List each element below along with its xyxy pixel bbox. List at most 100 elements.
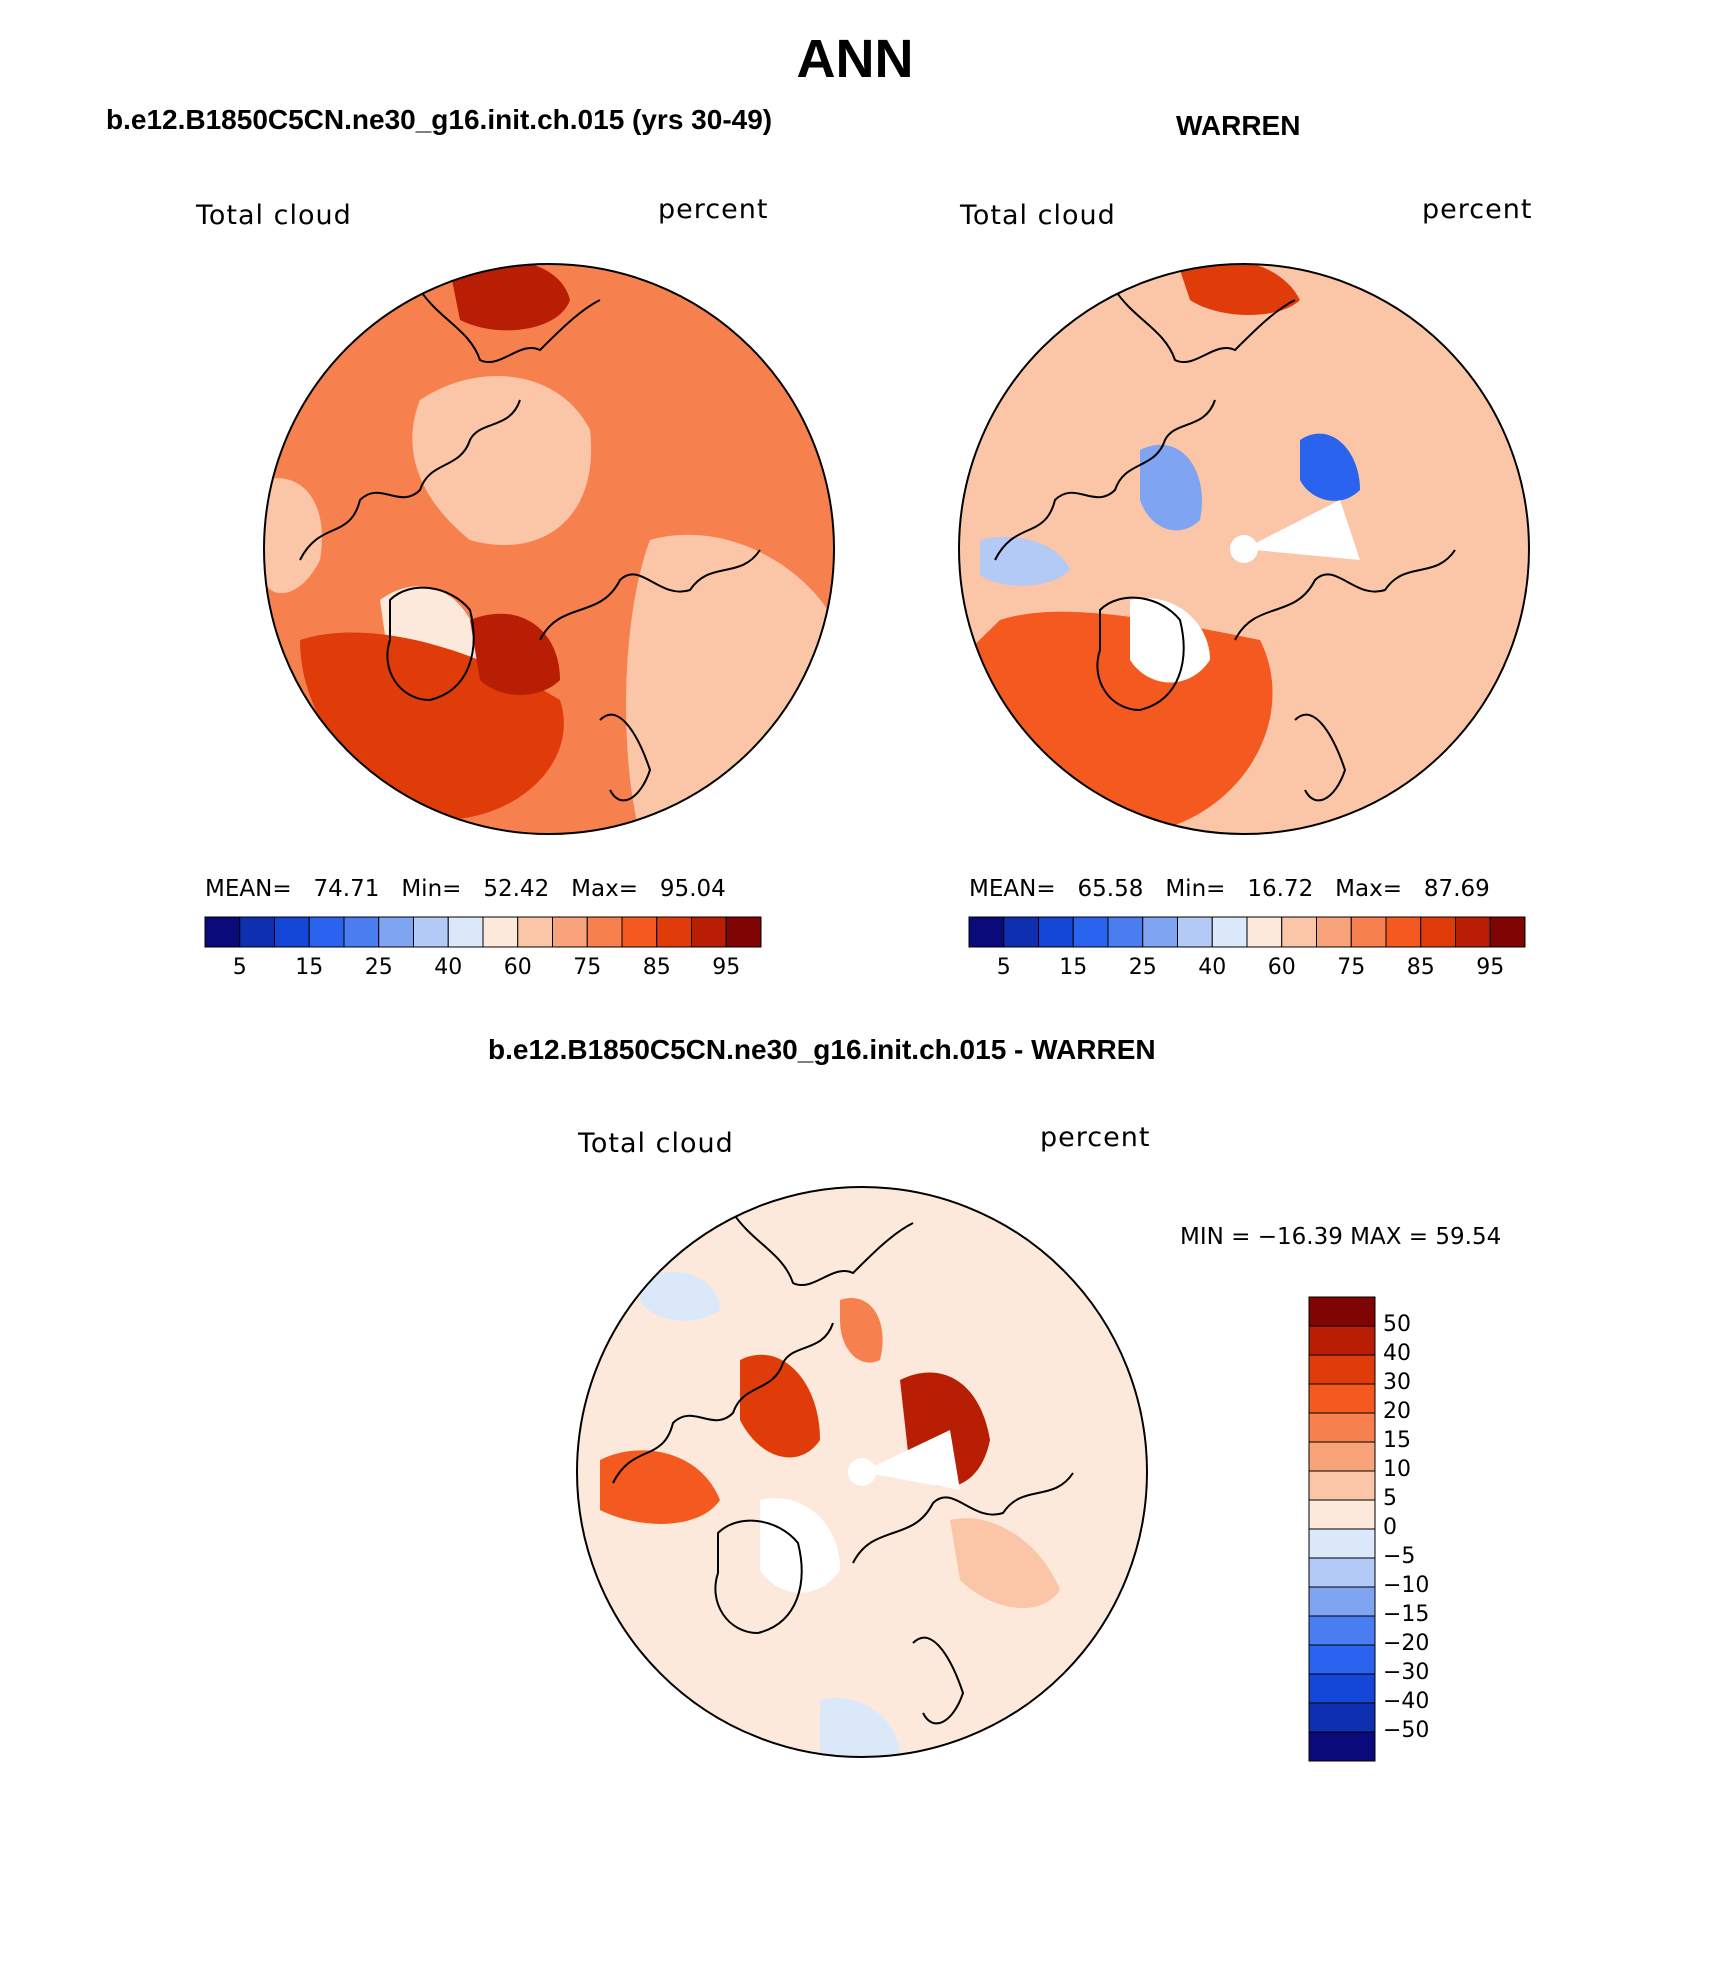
right-coast-scandinavia (1294, 713, 1347, 802)
left-coast-eurasia (539, 549, 761, 641)
left-mean-value: 74.71 (313, 876, 380, 902)
right-min-label: Min= (1165, 876, 1226, 902)
left-colorbar-swatch (343, 916, 380, 948)
right-field-canada-low (1140, 444, 1202, 531)
bottom-colorbar-swatch (1308, 1325, 1376, 1356)
left-field-alaska-low (264, 478, 322, 594)
bottom-units-label: percent (1040, 1122, 1151, 1153)
left-colorbar-swatch (656, 916, 692, 948)
bottom-map-outline (576, 1186, 1148, 1758)
right-colorbar-swatch (1385, 916, 1422, 948)
right-colorbar-swatch (1350, 916, 1387, 948)
left-field-norwegian-peak (470, 613, 560, 695)
right-colorbar (968, 916, 1526, 948)
right-colorbar-tick-label: 85 (1406, 955, 1435, 980)
left-colorbar-swatch (274, 916, 310, 948)
left-colorbar-swatch (239, 916, 275, 948)
right-field-siberia-peak (1180, 264, 1300, 315)
right-polar-map (958, 263, 1530, 835)
left-colorbar-swatch (552, 916, 588, 948)
bottom-colorbar-swatch (1308, 1586, 1376, 1617)
right-coast-greenland (1096, 596, 1185, 712)
bottom-field-pacific-low (640, 1271, 720, 1321)
left-polar-map (263, 263, 835, 835)
bottom-field-pole-hole (848, 1458, 876, 1486)
bottom-colorbar-swatch (1308, 1673, 1376, 1704)
bottom-colorbar-tick-label: −30 (1383, 1660, 1430, 1685)
left-coast-scandinavia (599, 713, 652, 802)
bottom-colorbar-tick-label: 30 (1383, 1370, 1411, 1395)
right-colorbar-tick-label: 95 (1476, 955, 1505, 980)
left-coast-siberia (419, 289, 601, 363)
left-colorbar-tick-label: 85 (642, 955, 671, 980)
left-colorbar-tick-label: 75 (573, 955, 602, 980)
bottom-coast-siberia (732, 1212, 914, 1286)
bottom-colorbar-swatch (1308, 1615, 1376, 1646)
bottom-colorbar-swatch (1308, 1441, 1376, 1472)
bottom-colorbar (1308, 1296, 1376, 1762)
right-units-label: percent (1422, 194, 1533, 225)
left-stats: MEAN= 74.71 Min= 52.42 Max= 95.04 (205, 876, 726, 902)
left-colorbar-tick-label: 40 (434, 955, 463, 980)
right-colorbar-swatch (1107, 916, 1144, 948)
left-colorbar-swatch (691, 916, 727, 948)
left-map-outline (263, 263, 835, 835)
bottom-colorbar-tick-label: −40 (1383, 1689, 1430, 1714)
right-mean-value: 65.58 (1077, 876, 1144, 902)
left-colorbar-swatch (586, 916, 623, 948)
left-colorbar-swatch (413, 916, 449, 948)
right-colorbar-swatch (1038, 916, 1074, 948)
bottom-colorbar-swatch (1308, 1296, 1376, 1327)
right-coast-canada (994, 399, 1216, 561)
left-colorbar-swatch (308, 916, 345, 948)
left-max-label: Max= (571, 876, 638, 902)
left-field-arctic-ocean (412, 376, 592, 546)
bottom-field-north-high (840, 1298, 883, 1363)
right-colorbar-swatch (1142, 916, 1178, 948)
left-field-siberia-peak (450, 264, 570, 331)
panel-bottom-title: b.e12.B1850C5CN.ne30_g16.init.ch.015 - W… (488, 1034, 1156, 1065)
bottom-field-canada-high (740, 1354, 820, 1458)
right-map-outline (958, 263, 1530, 835)
bottom-colorbar-tick-label: 5 (1383, 1486, 1397, 1511)
panel-right-title: WARREN (1176, 110, 1301, 141)
right-colorbar-tick-label: 25 (1128, 955, 1157, 980)
bottom-field-greenland-missing (760, 1498, 840, 1593)
left-colorbar-tick-label: 15 (295, 955, 324, 980)
bottom-colorbar-swatch (1308, 1731, 1376, 1762)
right-variable-label: Total cloud (960, 200, 1116, 231)
right-colorbar-swatch (968, 916, 1005, 948)
left-colorbar-swatch (204, 916, 241, 948)
bottom-colorbar-tick-label: 15 (1383, 1428, 1411, 1453)
left-min-label: Min= (401, 876, 462, 902)
left-colorbar (204, 916, 762, 948)
bottom-colorbar-tick-label: 40 (1383, 1341, 1411, 1366)
bottom-colorbar-tick-label: 20 (1383, 1399, 1411, 1424)
right-colorbar-swatch (1246, 916, 1283, 948)
bottom-colorbar-swatch (1308, 1383, 1376, 1414)
left-coast-canada (299, 399, 521, 561)
bottom-colorbar-swatch (1308, 1354, 1376, 1385)
bottom-polar-map (576, 1186, 1148, 1758)
bottom-colorbar-swatch (1308, 1528, 1376, 1559)
right-max-value: 87.69 (1423, 876, 1490, 902)
left-coastlines (299, 289, 761, 802)
left-mean-label: MEAN= (205, 876, 292, 902)
right-stats: MEAN= 65.58 Min= 16.72 Max= 87.69 (969, 876, 1490, 902)
bottom-colorbar-swatch (1308, 1412, 1376, 1443)
right-coast-siberia (1114, 289, 1296, 363)
left-colorbar-swatch (378, 916, 414, 948)
left-colorbar-swatch (517, 916, 553, 948)
bottom-map-fields (600, 1271, 1060, 1757)
right-field-greenland-missing (1130, 598, 1210, 683)
right-colorbar-swatch (1177, 916, 1213, 948)
bottom-colorbar-tick-label: −5 (1383, 1544, 1416, 1569)
right-colorbar-swatch (1281, 916, 1317, 948)
right-coast-eurasia (1234, 549, 1456, 641)
left-coast-greenland (386, 586, 475, 702)
bottom-colorbar-tick-label: −15 (1383, 1602, 1430, 1627)
right-colorbar-tick-label: 60 (1267, 955, 1296, 980)
right-colorbar-swatch (1420, 916, 1456, 948)
left-colorbar-tick-label: 95 (712, 955, 741, 980)
right-colorbar-tick-label: 5 (996, 955, 1011, 980)
